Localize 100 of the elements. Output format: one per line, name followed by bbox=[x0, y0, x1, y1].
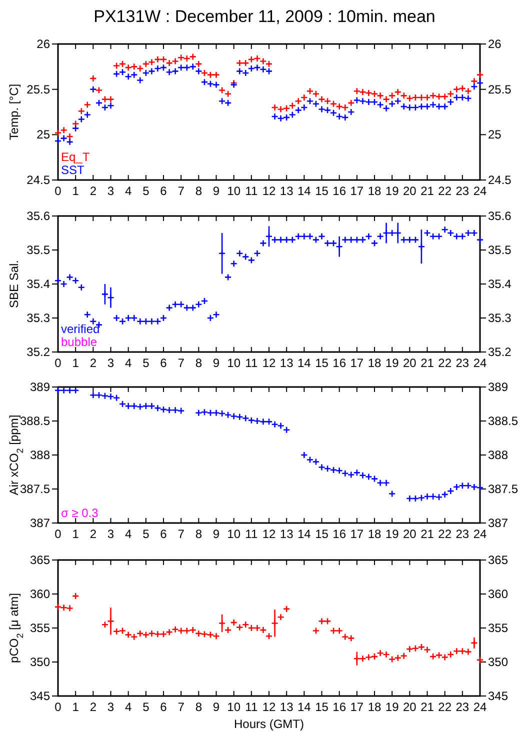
x-tick-label: 19 bbox=[385, 356, 400, 370]
x-tick-label: 5 bbox=[142, 356, 150, 370]
y2-tick-label: 387 bbox=[488, 516, 508, 530]
x-tick-label: 23 bbox=[456, 356, 470, 370]
x-tick-label: 16 bbox=[332, 527, 346, 541]
x-tick-label: 9 bbox=[212, 527, 220, 541]
x-tick-label: 7 bbox=[178, 184, 185, 198]
x-tick-label: 21 bbox=[420, 700, 434, 714]
y2-tick-label: 387.5 bbox=[488, 482, 518, 496]
x-tick-label: 18 bbox=[368, 356, 382, 370]
x-tick-label: 10 bbox=[227, 184, 241, 198]
x-tick-label: 11 bbox=[245, 184, 258, 198]
x-tick-label: 18 bbox=[368, 527, 382, 541]
chart-title: PX131W : December 11, 2009 : 10min. mean bbox=[94, 7, 436, 26]
x-tick-label: 5 bbox=[142, 700, 150, 714]
y-tick-label: 387.5 bbox=[20, 482, 50, 496]
x-tick-label: 18 bbox=[368, 700, 382, 714]
y2-tick-label: 35.5 bbox=[488, 243, 512, 257]
y-tick-label: 350 bbox=[30, 655, 50, 669]
y2-tick-label: 35.6 bbox=[488, 209, 512, 223]
x-tick-label: 17 bbox=[350, 184, 364, 198]
x-tick-label: 3 bbox=[107, 700, 114, 714]
x-tick-label: 9 bbox=[212, 184, 220, 198]
x-tick-label: 2 bbox=[90, 356, 97, 370]
x-tick-label: 16 bbox=[332, 700, 346, 714]
x-tick-label: 14 bbox=[297, 184, 312, 198]
x-tick-label: 1 bbox=[72, 527, 80, 541]
x-tick-label: 12 bbox=[262, 184, 276, 198]
x-tick-label: 12 bbox=[262, 527, 276, 541]
x-tick-label: 22 bbox=[438, 700, 452, 714]
x-tick-label: 1 bbox=[72, 356, 80, 370]
x-tick-label: 2 bbox=[90, 700, 97, 714]
y-tick-label: 360 bbox=[30, 587, 50, 601]
x-tick-label: 4 bbox=[124, 700, 132, 714]
y-tick-label: 355 bbox=[30, 621, 50, 635]
x-tick-label: 22 bbox=[438, 356, 452, 370]
x-tick-label: 24 bbox=[473, 527, 487, 541]
x-tick-label: 10 bbox=[227, 356, 241, 370]
y-tick-label: 26 bbox=[36, 37, 50, 51]
x-tick-label: 23 bbox=[456, 700, 470, 714]
y2-tick-label: 345 bbox=[488, 689, 508, 703]
x-tick-label: 15 bbox=[315, 356, 329, 370]
x-tick-label: 17 bbox=[350, 700, 364, 714]
x-tick-label: 16 bbox=[332, 184, 346, 198]
x-tick-label: 24 bbox=[473, 356, 487, 370]
x-tick-label: 1 bbox=[72, 700, 80, 714]
x-tick-label: 14 bbox=[297, 527, 312, 541]
x-tick-label: 0 bbox=[54, 356, 62, 370]
x-tick-label: 8 bbox=[195, 700, 202, 714]
x-tick-label: 3 bbox=[107, 184, 114, 198]
annotation: σ ≥ 0.3 bbox=[61, 506, 99, 520]
x-tick-label: 5 bbox=[142, 184, 150, 198]
y2-tick-label: 26 bbox=[488, 37, 502, 51]
y2-tick-label: 25.5 bbox=[488, 82, 512, 96]
x-tick-label: 9 bbox=[212, 700, 220, 714]
x-tick-label: 15 bbox=[315, 700, 329, 714]
x-tick-label: 0 bbox=[54, 184, 62, 198]
x-tick-label: 23 bbox=[456, 184, 470, 198]
y-tick-label: 35.4 bbox=[26, 277, 50, 291]
y2-tick-label: 35.3 bbox=[488, 311, 512, 325]
x-tick-label: 23 bbox=[456, 527, 470, 541]
y2-tick-label: 360 bbox=[488, 587, 508, 601]
x-tick-label: 6 bbox=[160, 700, 168, 714]
x-tick-label: 6 bbox=[160, 356, 168, 370]
y-tick-label: 25 bbox=[36, 128, 50, 142]
x-tick-label: 19 bbox=[385, 700, 400, 714]
x-tick-label: 19 bbox=[385, 184, 400, 198]
x-tick-label: 20 bbox=[402, 700, 417, 714]
x-tick-label: 11 bbox=[245, 700, 258, 714]
y-tick-label: 24.5 bbox=[26, 173, 50, 187]
y-axis-title: Temp. [°C] bbox=[7, 84, 21, 140]
x-tick-label: 19 bbox=[385, 527, 400, 541]
x-tick-label: 4 bbox=[124, 184, 132, 198]
x-tick-label: 20 bbox=[402, 527, 417, 541]
y-tick-label: 345 bbox=[30, 689, 50, 703]
x-tick-label: 5 bbox=[142, 527, 150, 541]
x-tick-label: 18 bbox=[368, 184, 382, 198]
x-tick-label: 21 bbox=[420, 356, 434, 370]
y2-tick-label: 35.4 bbox=[488, 277, 512, 291]
series-label: Eq_T bbox=[61, 150, 90, 164]
y-tick-label: 388 bbox=[30, 448, 50, 462]
x-tick-label: 2 bbox=[90, 527, 97, 541]
x-tick-label: 7 bbox=[178, 700, 185, 714]
y-tick-label: 35.6 bbox=[26, 209, 50, 223]
x-tick-label: 12 bbox=[262, 356, 276, 370]
y2-tick-label: 388 bbox=[488, 448, 508, 462]
y2-tick-label: 388.5 bbox=[488, 414, 518, 428]
x-tick-label: 4 bbox=[124, 527, 132, 541]
x-tick-label: 21 bbox=[420, 184, 434, 198]
x-tick-label: 10 bbox=[227, 700, 241, 714]
x-tick-label: 0 bbox=[54, 700, 62, 714]
y2-tick-label: 25 bbox=[488, 128, 502, 142]
y-tick-label: 35.2 bbox=[26, 345, 50, 359]
annotation: bubble bbox=[61, 335, 98, 349]
y-tick-label: 25.5 bbox=[26, 82, 50, 96]
y2-tick-label: 24.5 bbox=[488, 173, 512, 187]
x-tick-label: 3 bbox=[107, 527, 114, 541]
x-tick-label: 13 bbox=[280, 184, 294, 198]
y-tick-label: 35.3 bbox=[26, 311, 50, 325]
x-tick-label: 14 bbox=[297, 700, 312, 714]
